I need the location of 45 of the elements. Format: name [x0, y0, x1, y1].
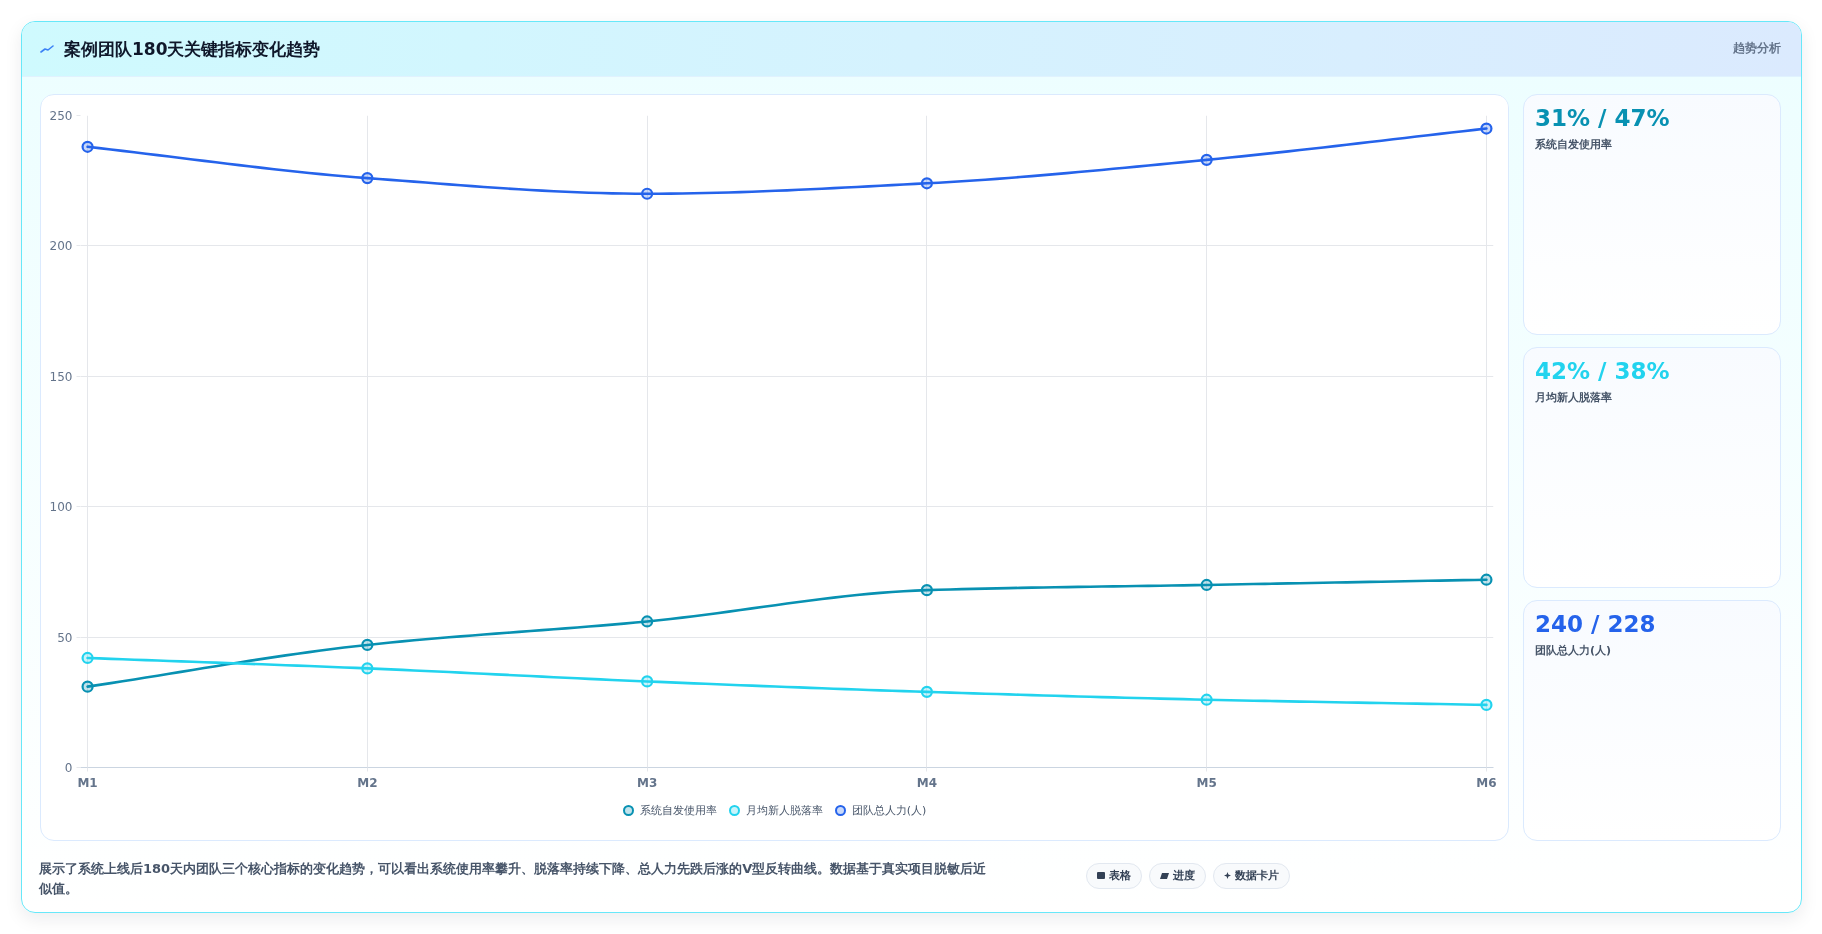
- point: [1480, 698, 1493, 711]
- legend-label: 月均新人脱落率: [745, 803, 823, 819]
- point: [1200, 693, 1213, 706]
- x-tick-label: M2: [357, 775, 378, 790]
- x-tick-label: M4: [916, 775, 938, 790]
- point: [81, 651, 94, 665]
- point: [1480, 122, 1493, 135]
- point: [1200, 578, 1213, 592]
- point: [920, 685, 933, 698]
- text: 42% / 38%: [1535, 358, 1670, 386]
- y-tick-label: 250: [49, 109, 73, 123]
- x-tick-label: M1: [77, 775, 98, 790]
- y-tick-label: 150: [49, 369, 73, 384]
- point: [641, 675, 654, 688]
- point: [641, 187, 654, 200]
- x-tick-label: M6: [1476, 775, 1497, 790]
- text: 月均新人脱落率: [1535, 389, 1613, 406]
- x-tick-label: M5: [1196, 775, 1217, 790]
- chart-title: 案例团队180天关键指标变化趋势: [64, 37, 321, 61]
- point: [81, 140, 94, 153]
- point: [361, 638, 374, 652]
- point: [1480, 573, 1493, 586]
- point: [920, 177, 933, 190]
- x-tick-label: M3: [636, 775, 658, 790]
- point: [361, 172, 374, 185]
- text: 表格: [1086, 863, 1142, 889]
- legend-label: 团队总人力(人): [851, 803, 927, 819]
- y-tick-label: 100: [49, 500, 73, 515]
- y-tick-label: 50: [57, 630, 73, 645]
- point: [920, 584, 933, 597]
- text: 数据卡片: [1213, 863, 1290, 889]
- text: 系统自发使用率: [1535, 136, 1613, 153]
- legend-label: 系统自发使用率: [639, 803, 717, 819]
- text: 团队总人力(人): [1535, 642, 1613, 659]
- y-tick-label: 200: [49, 239, 73, 254]
- text: 趋势分析: [1733, 40, 1781, 58]
- text: 展示了系统上线后180天内团队三个核心指标的变化趋势，可以看出系统使用率攀升、脱落率持续下降、总人力先跌后涨的V型反转曲线。数据基于真实项目脱敏后近似值。: [39, 860, 988, 899]
- point: [641, 615, 654, 628]
- text: 240 / 228: [1535, 611, 1656, 639]
- y-tick-label: 0: [64, 761, 73, 775]
- text: 进度: [1149, 863, 1206, 889]
- point: [1200, 153, 1213, 166]
- point: [361, 662, 374, 675]
- text: 31% / 47%: [1535, 105, 1670, 133]
- point: [81, 680, 94, 693]
